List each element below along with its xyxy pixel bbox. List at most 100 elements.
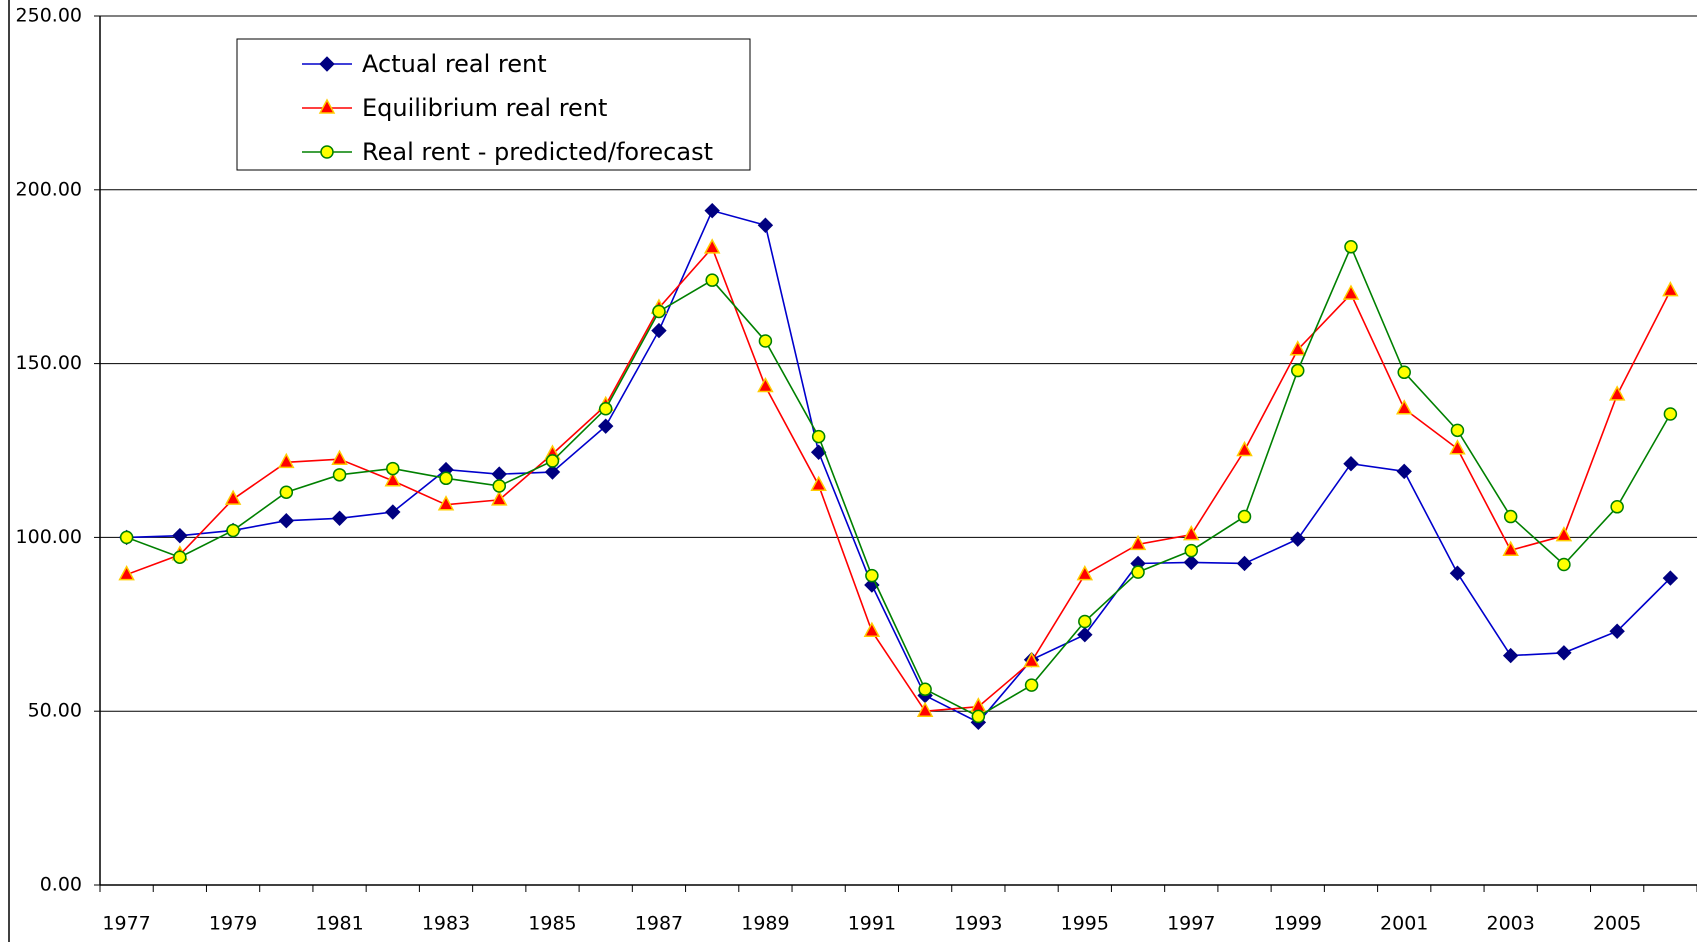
marker	[1289, 340, 1307, 356]
marker	[1502, 647, 1519, 664]
marker	[118, 565, 135, 581]
marker	[1609, 623, 1625, 639]
marker	[226, 523, 240, 538]
marker	[1663, 407, 1678, 421]
x-tick-label: 2001	[1380, 913, 1428, 935]
marker	[757, 217, 774, 233]
marker	[437, 495, 455, 511]
marker	[1184, 543, 1199, 558]
series-line	[126, 209, 1671, 724]
marker	[279, 485, 294, 499]
x-tick-label: 1995	[1061, 913, 1109, 935]
marker	[1236, 555, 1253, 572]
marker	[224, 489, 242, 505]
marker	[757, 376, 774, 393]
series	[118, 202, 1679, 731]
x-tick-label: 2003	[1487, 913, 1535, 935]
marker	[1291, 363, 1305, 378]
marker	[652, 304, 666, 319]
marker	[1449, 439, 1466, 455]
marker	[703, 238, 721, 254]
marker	[173, 550, 187, 564]
marker	[1608, 385, 1626, 401]
series-line	[126, 246, 1672, 713]
marker	[318, 98, 336, 114]
marker	[810, 475, 827, 492]
y-tick-label: 100.00	[16, 526, 82, 548]
marker	[704, 202, 720, 219]
marker	[1183, 554, 1199, 571]
marker	[1395, 399, 1413, 415]
marker	[1023, 651, 1040, 668]
marker	[918, 682, 932, 697]
marker	[320, 145, 334, 159]
marker	[863, 621, 881, 638]
marker	[865, 568, 879, 583]
x-tick-label: 1985	[528, 913, 576, 935]
legend-label: Real rent - predicted/forecast	[362, 138, 713, 166]
marker	[439, 471, 453, 486]
legend-label: Equilibrium real rent	[362, 94, 607, 122]
x-tick-label: 1983	[422, 913, 470, 935]
marker	[331, 449, 348, 465]
marker	[1662, 281, 1679, 297]
x-tick-label: 2005	[1593, 913, 1641, 935]
marker	[331, 510, 348, 526]
legend-label: Actual real rent	[362, 50, 547, 78]
series	[118, 238, 1679, 717]
y-tick-label: 0.00	[40, 874, 82, 896]
marker	[1131, 565, 1145, 579]
marker	[1076, 565, 1094, 581]
x-tick-label: 1977	[102, 913, 150, 935]
marker	[1555, 526, 1573, 542]
x-tick-label: 1987	[635, 913, 683, 935]
marker	[1078, 614, 1092, 629]
marker	[492, 479, 506, 493]
x-tick-label: 1981	[315, 913, 363, 935]
marker	[598, 418, 614, 434]
series-line	[126, 244, 1672, 718]
marker	[490, 490, 508, 506]
marker	[1557, 557, 1571, 572]
marker	[319, 56, 335, 72]
marker	[545, 454, 560, 468]
marker	[1396, 463, 1412, 480]
marker	[758, 334, 773, 348]
marker	[332, 468, 347, 482]
marker	[386, 461, 400, 476]
marker	[598, 402, 613, 416]
marker	[705, 273, 719, 287]
marker	[1183, 525, 1200, 541]
y-tick-label: 200.00	[16, 178, 82, 200]
marker	[651, 322, 667, 339]
y-tick-label: 150.00	[16, 352, 82, 374]
marker	[1502, 540, 1519, 557]
y-tick-label: 50.00	[28, 700, 82, 722]
marker	[385, 504, 401, 520]
marker	[1397, 365, 1411, 380]
x-tick-label: 1991	[848, 913, 896, 935]
x-tick-label: 1979	[209, 913, 257, 935]
marker	[1344, 240, 1358, 254]
marker	[1342, 284, 1360, 300]
marker	[278, 452, 295, 469]
y-tick-label: 250.00	[16, 5, 82, 27]
marker	[384, 471, 402, 487]
marker	[971, 709, 986, 724]
marker	[1077, 627, 1093, 643]
marker	[1450, 423, 1465, 438]
marker	[1024, 678, 1039, 692]
marker	[172, 527, 188, 544]
marker	[811, 429, 826, 444]
marker	[1290, 531, 1306, 547]
marker	[1610, 500, 1624, 514]
marker	[1449, 565, 1466, 581]
marker	[916, 701, 934, 717]
marker	[1236, 440, 1253, 457]
marker	[278, 513, 295, 529]
series	[119, 240, 1678, 724]
marker	[544, 464, 561, 480]
x-tick-label: 1999	[1274, 913, 1322, 935]
marker	[119, 530, 134, 545]
